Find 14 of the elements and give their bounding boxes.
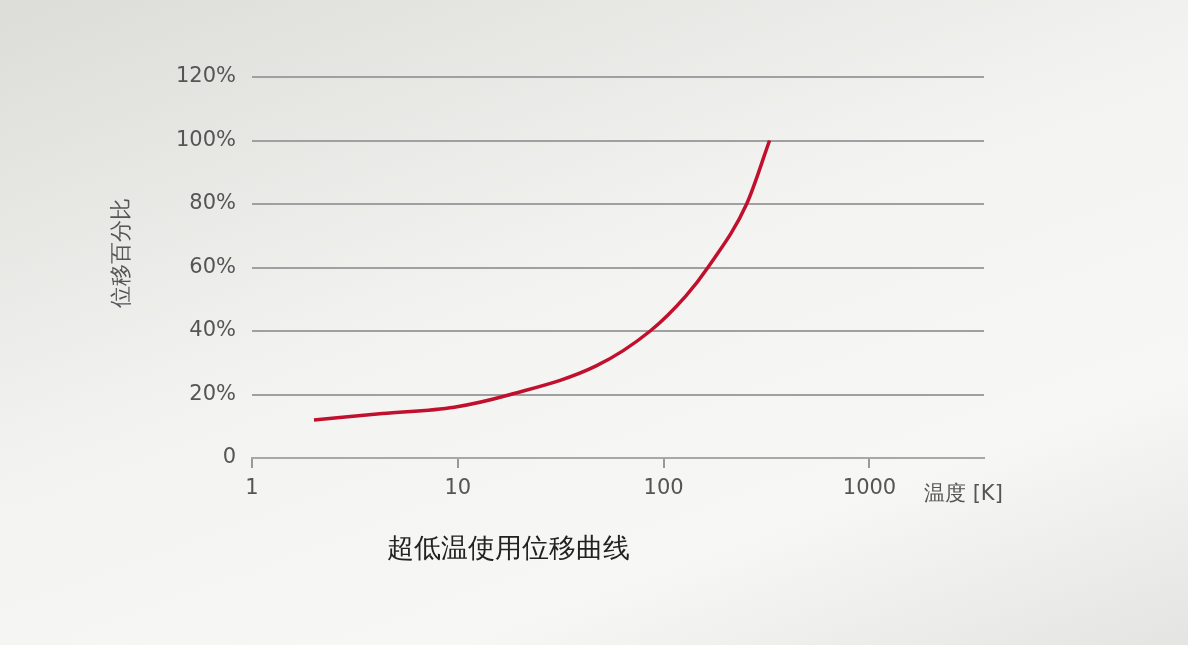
y-tick-label: 20% bbox=[189, 380, 236, 405]
text: 超低温使用位移曲线 bbox=[386, 532, 630, 564]
y-axis-title: 位移百分比 bbox=[107, 197, 133, 308]
x-axis-title: 温度 [K] bbox=[924, 481, 1003, 506]
x-tick-label: 100 bbox=[643, 475, 684, 500]
y-tick-label: 80% bbox=[189, 190, 236, 215]
y-tick-label: 120% bbox=[175, 63, 236, 88]
y-tick-label: 0 bbox=[222, 444, 236, 469]
x-tick-label: 1000 bbox=[842, 475, 897, 500]
x-tick-label: 10 bbox=[444, 475, 472, 500]
x-tick-label: 1 bbox=[245, 475, 259, 500]
y-tick-label: 60% bbox=[189, 253, 236, 278]
y-tick-label: 100% bbox=[175, 126, 236, 151]
y-tick-label: 40% bbox=[189, 317, 236, 342]
